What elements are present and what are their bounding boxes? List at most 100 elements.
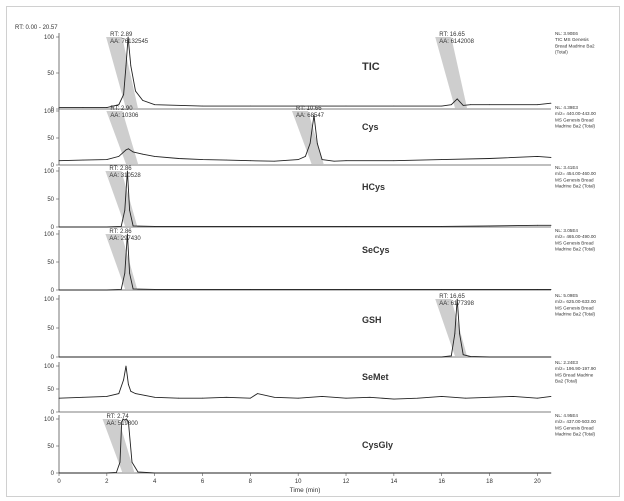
panel-5-y-tick-label: 100	[44, 297, 55, 303]
panel-1-integration-wedge	[435, 37, 468, 109]
x-axis-title: Time (min)	[290, 487, 321, 494]
panel-1-data-point	[345, 105, 347, 107]
panel-6-data-point	[130, 390, 132, 392]
panel-1-data-point	[441, 105, 443, 107]
panel-1-info-line: (Total)	[555, 50, 568, 55]
panel-1-series-line	[59, 36, 552, 109]
panel-2-data-point	[178, 158, 179, 159]
panel-2-peak-area: AA: 10306	[110, 113, 139, 119]
panel-4-data-point	[129, 272, 130, 274]
panel-3-data-point	[120, 226, 122, 227]
panel-4-data-point	[249, 289, 251, 290]
panel-7-y-tick-label: 100	[44, 417, 55, 423]
panel-4-data-point	[106, 289, 108, 291]
panel-5-data-point	[249, 356, 251, 358]
panel-3-info-line: NL: 3.41E4	[555, 165, 578, 170]
panel-6-y-tick-label: 100	[44, 364, 55, 370]
panel-5-data-point	[550, 356, 552, 358]
panel-3-data-point	[106, 226, 108, 228]
panel-6-data-point	[297, 397, 299, 399]
panel-2-data-point	[273, 160, 275, 162]
panel-7-data-point	[137, 471, 139, 473]
panel-2-peak-rt: RT: 10.66	[296, 106, 322, 112]
x-tick-label: 20	[534, 479, 541, 485]
panel-6-data-point	[106, 395, 108, 397]
panel-2-data-point	[154, 155, 156, 157]
x-tick-label: 12	[343, 479, 350, 485]
panel-4-info-line: Madrine Ba2 (Total)	[555, 247, 596, 252]
panel-7-data-point	[124, 419, 125, 421]
panel-5-data-point	[462, 354, 464, 356]
panel-6-data-point	[154, 396, 156, 398]
panel-3-peak-rt: RT: 2.86	[109, 166, 132, 172]
panel-5-data-point	[489, 356, 490, 358]
panel-5-data-point	[456, 298, 458, 300]
panel-1-info-line: Bread Madrine Ba2	[555, 43, 595, 48]
panel-5-data-point	[154, 356, 156, 358]
panel-4-data-point	[132, 288, 134, 290]
panel-4-peak-rt: RT: 2.86	[109, 229, 132, 235]
x-tick-label: 10	[295, 479, 302, 485]
panel-6-data-point	[125, 365, 127, 367]
panel-6-data-point	[202, 397, 203, 399]
panel-3-data-point	[154, 226, 156, 227]
panel-4-data-point	[154, 289, 156, 290]
panel-1-data-point	[125, 65, 127, 67]
panel-3-series-line	[59, 170, 551, 228]
panel-1-data-point	[142, 99, 144, 101]
panel-2-data-point	[345, 160, 347, 162]
panel-2-y-tick-label: 50	[47, 136, 54, 142]
panel-4-series-name: SeCys	[362, 245, 390, 255]
panel-1-y-tick-label: 0	[51, 107, 55, 113]
panel-1-data-point	[127, 36, 129, 38]
panel-7-data-point	[126, 418, 127, 420]
panel-6-data-point	[82, 396, 84, 398]
panel-6-data-point	[489, 396, 490, 398]
panel-4-data-point	[124, 272, 126, 274]
panel-1-peak-area: AA: 76132545	[110, 39, 149, 45]
panel-3-info-line: MS Genesis Bread	[555, 177, 594, 182]
panel-3-data-point	[441, 226, 443, 227]
panel-2-data-point	[441, 159, 443, 161]
panel-3-series-name: HCys	[362, 182, 385, 192]
panel-4-integration-wedge	[105, 234, 138, 290]
panel-1-data-point	[536, 104, 538, 106]
panel-5-data-point	[469, 356, 471, 357]
panel-1-data-point	[135, 90, 136, 92]
panel-6-data-point	[135, 393, 136, 394]
panel-2-info-line: Madrine Ba2 (Total)	[555, 124, 596, 129]
panel-7-peak-area: AA: 519800	[107, 421, 139, 427]
panel-2-integration-wedge	[291, 111, 324, 165]
panel-3-data-point	[129, 209, 130, 211]
panel-3-y-tick-label: 0	[51, 225, 55, 231]
panel-7-data-point	[122, 418, 124, 420]
panel-6-data-point	[127, 384, 129, 385]
panel-3-data-point	[489, 225, 490, 227]
panel-2-data-point	[333, 160, 335, 162]
panel-5-info-line: Madrine Ba2 (Total)	[555, 312, 596, 317]
panel-1-data-point	[202, 105, 203, 107]
x-tick-label: 8	[249, 479, 253, 485]
panel-7-y-tick-label: 0	[51, 471, 55, 477]
panel-3-y-tick-label: 100	[44, 169, 55, 175]
panel-5-info-line: NL: 5.09E5	[555, 293, 578, 298]
panel-2-data-point	[249, 160, 251, 162]
panel-6-data-point	[369, 396, 371, 398]
panel-2-data-point	[226, 159, 227, 161]
panel-2-data-point	[550, 157, 552, 158]
panel-1-data-point	[393, 105, 395, 107]
panel-5-data-point	[58, 356, 60, 358]
panel-1-data-point	[297, 105, 299, 107]
panel-2-data-point	[304, 155, 306, 157]
panel-3-integration-wedge	[105, 171, 138, 227]
panel-2-peak-rt: RT: 2.90	[110, 106, 133, 112]
panel-5-integration-wedge	[435, 299, 468, 357]
panel-7-data-point	[121, 421, 123, 423]
panel-1-y-tick-label: 100	[44, 35, 55, 41]
panel-1-data-point	[106, 107, 108, 108]
panel-2-data-point	[106, 159, 108, 161]
panel-3-data-point	[127, 170, 128, 172]
x-tick-label: 0	[57, 479, 61, 485]
panel-1-peak-rt: RT: 2.89	[110, 32, 133, 38]
